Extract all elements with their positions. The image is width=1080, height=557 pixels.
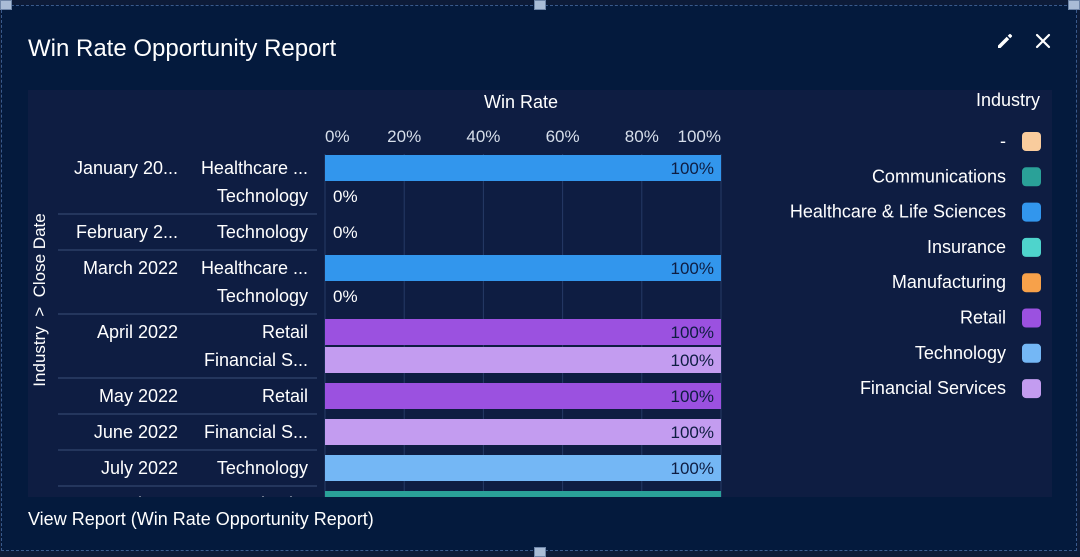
x-tick-label: 100% <box>678 127 721 146</box>
legend-swatch <box>1022 379 1041 399</box>
industry-label: Technology <box>217 222 308 242</box>
legend-swatch <box>1022 343 1041 363</box>
bar-value-label: 100% <box>671 323 714 342</box>
edit-button[interactable] <box>994 30 1016 52</box>
legend-label: Communications <box>872 166 1006 186</box>
industry-label: Technology <box>217 286 308 306</box>
legend-label: Financial Services <box>860 378 1006 398</box>
date-label: July 2022 <box>101 458 178 478</box>
industry-label: Technology <box>217 186 308 206</box>
legend-label: Manufacturing <box>892 272 1006 292</box>
legend-label: Insurance <box>927 237 1006 257</box>
x-tick-label: 0% <box>325 127 350 146</box>
resize-handle-bottom-center[interactable] <box>534 547 546 557</box>
legend-swatch <box>1022 132 1041 151</box>
date-label: March 2022 <box>83 258 178 278</box>
close-icon <box>1035 33 1051 49</box>
view-report-link[interactable]: View Report (Win Rate Opportunity Report… <box>28 509 374 529</box>
resize-handle-top-left[interactable] <box>0 0 12 10</box>
bar <box>325 491 721 497</box>
industry-label: Healthcare ... <box>201 158 308 178</box>
industry-label: Communicati... <box>188 494 308 497</box>
bar-value-label: 100% <box>671 459 714 478</box>
date-label: January 20... <box>74 158 178 178</box>
bar <box>325 347 721 373</box>
date-label: April 2022 <box>97 322 178 342</box>
bar <box>325 155 721 181</box>
date-label: February 2... <box>76 222 178 242</box>
date-label: June 2022 <box>94 422 178 442</box>
date-label: September... <box>76 494 178 497</box>
bar-value-label: 100% <box>671 495 714 497</box>
industry-label: Retail <box>262 386 308 406</box>
bar-value-label: 100% <box>671 159 714 178</box>
chart-panel: Win Rate 0% 20% 40% 60% 80% 100% Industry > Clo… <box>28 90 1052 497</box>
legend-swatch <box>1022 308 1041 328</box>
legend-title: Industry <box>976 90 1040 110</box>
win-rate-chart: Win Rate 0% 20% 40% 60% 80% 100% Industry > Clo… <box>30 90 1041 497</box>
industry-label: Financial S... <box>204 350 308 370</box>
bar-value-label: 100% <box>671 351 714 370</box>
x-tick-label: 60% <box>546 127 580 146</box>
bar-value-label: 0% <box>333 287 358 306</box>
bar <box>325 319 721 345</box>
date-label: May 2022 <box>99 386 178 406</box>
close-button[interactable] <box>1032 30 1054 52</box>
widget-title: Win Rate Opportunity Report <box>28 35 337 62</box>
chart-title: Win Rate <box>484 92 558 112</box>
legend-swatch <box>1022 273 1041 293</box>
pencil-icon <box>998 33 1013 48</box>
y-axis-title: Industry > Close Date <box>30 213 49 386</box>
legend-label: Retail <box>960 308 1006 328</box>
bar-value-label: 0% <box>333 223 358 242</box>
legend-swatch <box>1022 237 1041 257</box>
x-tick-label: 80% <box>625 127 659 146</box>
bar <box>325 255 721 281</box>
resize-handle-top-right[interactable] <box>1068 0 1080 10</box>
industry-label: Retail <box>262 322 308 342</box>
industry-label: Financial S... <box>204 422 308 442</box>
bar-value-label: 100% <box>671 259 714 278</box>
x-tick-label: 20% <box>387 127 421 146</box>
bar-value-label: 100% <box>671 387 714 406</box>
legend-label: - <box>1000 131 1006 151</box>
resize-handle-top-center[interactable] <box>534 0 546 10</box>
bar <box>325 419 721 445</box>
x-tick-label: 40% <box>466 127 500 146</box>
bar <box>325 455 721 481</box>
legend-label: Healthcare & Life Sciences <box>790 202 1006 222</box>
industry-label: Technology <box>217 458 308 478</box>
bar-value-label: 100% <box>671 423 714 442</box>
bar-value-label: 0% <box>333 187 358 206</box>
legend-label: Technology <box>915 343 1006 363</box>
legend-swatch <box>1022 167 1041 187</box>
legend-swatch <box>1022 202 1041 222</box>
bar <box>325 383 721 409</box>
industry-label: Healthcare ... <box>201 258 308 278</box>
